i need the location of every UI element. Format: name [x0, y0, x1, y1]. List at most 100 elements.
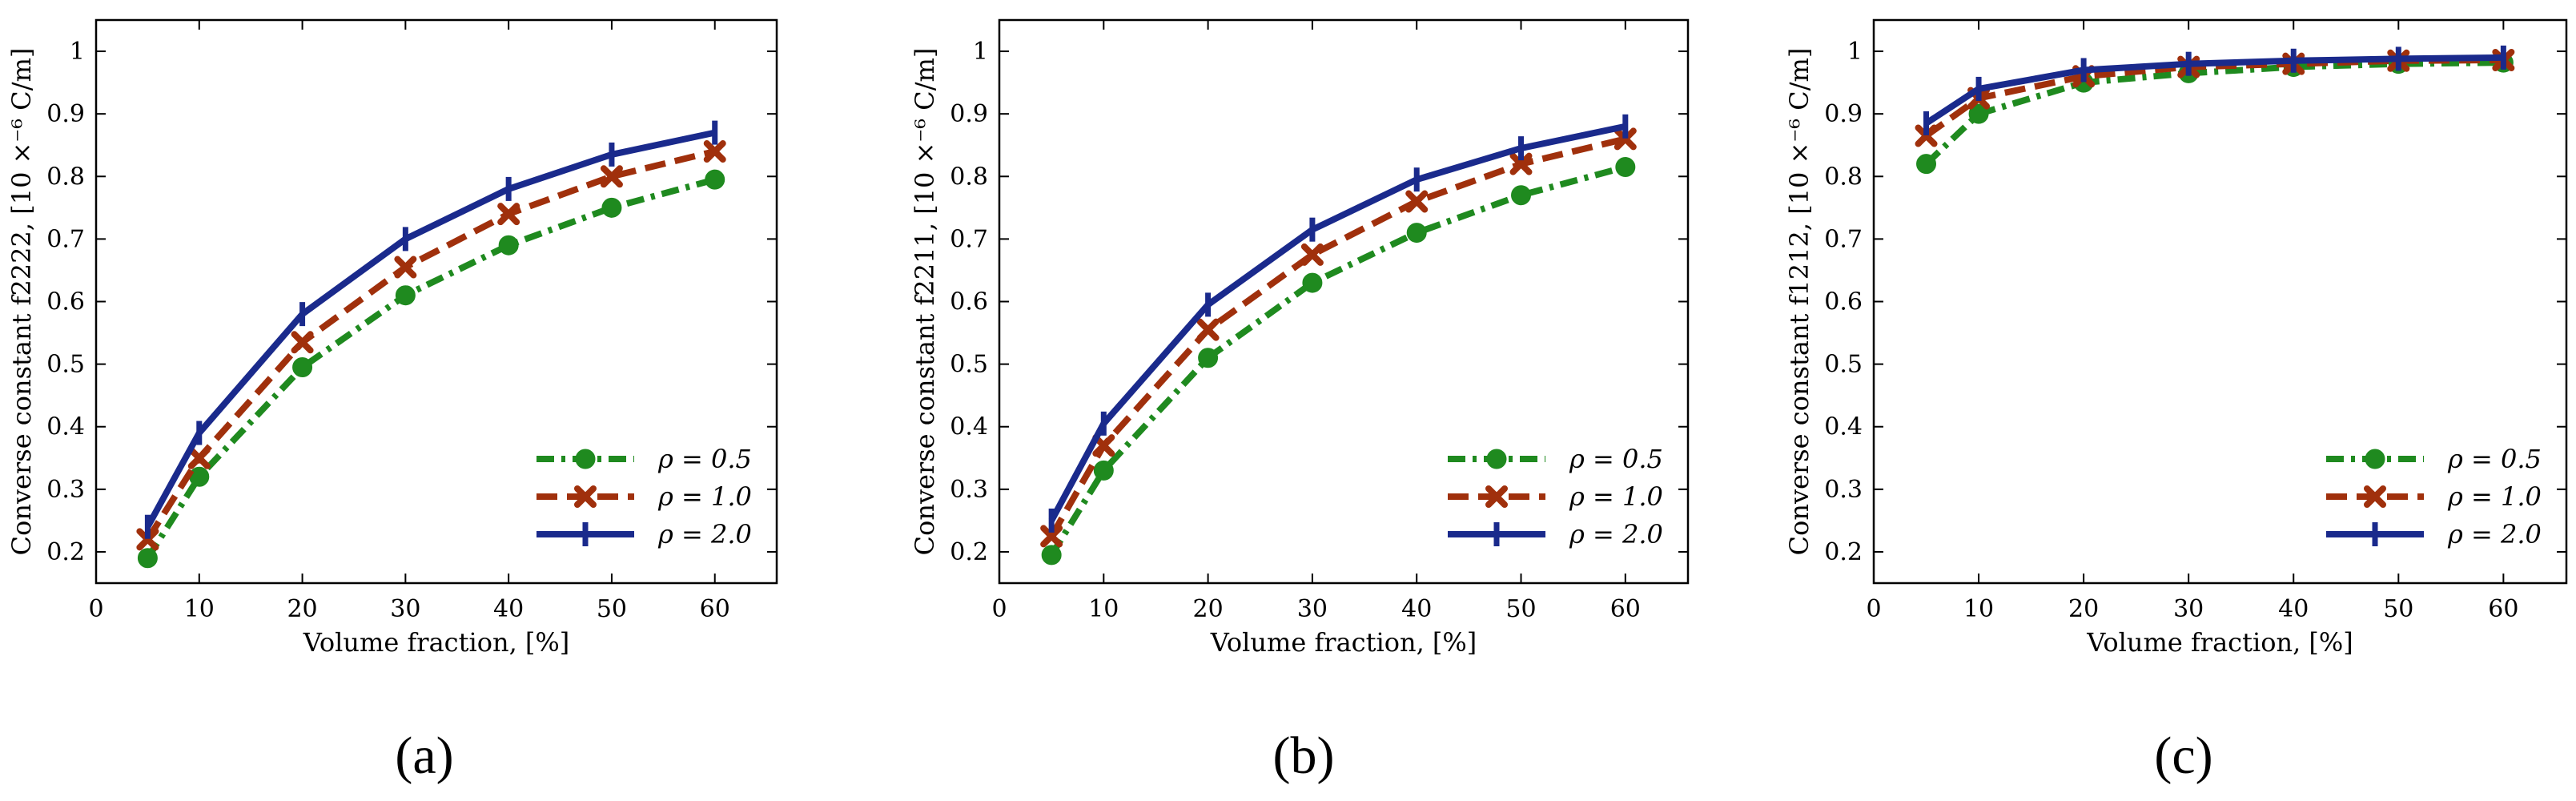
y-tick-label: 0.5 — [950, 351, 988, 379]
data-point-s2-3 — [291, 331, 314, 354]
x-tick-label: 20 — [287, 595, 317, 623]
legend-marker-2-stroke-b — [574, 485, 597, 508]
x-tick-label: 50 — [1505, 595, 1536, 623]
data-point-s1-3 — [292, 357, 313, 378]
data-point-s1-4 — [395, 285, 416, 306]
x-axis-label: Volume fraction, [%] — [1210, 627, 1477, 658]
y-tick-label: 0.5 — [1824, 351, 1863, 379]
y-tick-label: 0.3 — [1824, 476, 1863, 504]
data-point-s1-1 — [1041, 545, 1062, 566]
y-tick-label: 0.2 — [46, 538, 85, 566]
data-point-s2-2-stroke-b — [1092, 434, 1115, 457]
legend-marker-1 — [1486, 449, 1507, 469]
data-point-s1-4 — [1302, 272, 1323, 293]
legend-label-1: ρ = 0.5 — [657, 444, 752, 474]
data-point-s2-4 — [394, 256, 417, 279]
series-line-3 — [1048, 123, 1626, 522]
legend-label-3: ρ = 2.0 — [657, 519, 752, 549]
y-tick-label: 1 — [973, 38, 988, 66]
data-point-s2-7-stroke-b — [1614, 127, 1637, 151]
data-point-s1-7 — [705, 169, 725, 190]
data-point-s1-2 — [189, 466, 210, 487]
data-point-s2-1-stroke-b — [136, 528, 159, 551]
data-point-s2-6-stroke-b — [600, 165, 623, 188]
y-tick-label: 0.7 — [1824, 225, 1863, 253]
x-tick-label: 20 — [1193, 595, 1224, 623]
data-point-s2-3-stroke-b — [1196, 318, 1220, 341]
legend-label-2: ρ = 1.0 — [2447, 481, 2542, 512]
data-point-s1-3 — [1198, 348, 1219, 368]
data-point-s2-2-stroke-b — [187, 446, 211, 469]
series-line-3 — [144, 129, 716, 529]
y-tick-label: 0.2 — [1824, 538, 1863, 566]
y-tick-label: 0.8 — [46, 163, 85, 191]
series-line-2 — [1048, 135, 1626, 538]
y-tick-label: 0.8 — [1824, 163, 1863, 191]
y-tick-label: 0.7 — [950, 225, 988, 253]
y-tick-label: 0.4 — [1824, 413, 1863, 441]
legend-label-3: ρ = 2.0 — [2447, 519, 2542, 549]
data-point-s1-2 — [1093, 460, 1114, 481]
x-tick-label: 10 — [1088, 595, 1119, 623]
data-point-s2-3 — [1196, 318, 1220, 341]
data-point-s1-6 — [1511, 185, 1532, 206]
y-tick-label: 0.2 — [950, 538, 988, 566]
x-tick-label: 50 — [597, 595, 627, 623]
series-line-1 — [145, 176, 716, 560]
data-point-s2-6 — [1509, 152, 1533, 175]
y-axis-label: Converse constant f2222, [10 ×⁻⁶ C/m] — [6, 48, 37, 556]
chart-panel-2: 0 10 20 30 40 50 60 0.2 0.3 0.4 0.5 0.6 0.7 0.8 0.9 1 Vo… — [910, 18, 1690, 785]
y-tick-label: 0.4 — [46, 413, 85, 441]
legend-label-3: ρ = 2.0 — [1569, 519, 1663, 549]
legend-marker-2 — [2364, 485, 2386, 508]
x-tick-label: 40 — [1401, 595, 1432, 623]
chart-panel-1: 0 10 20 30 40 50 60 0.2 0.3 0.4 0.5 0.6 0.7 0.8 0.9 1 Vo… — [6, 18, 778, 785]
y-tick-label: 0.6 — [46, 288, 85, 316]
x-tick-label: 40 — [493, 595, 524, 623]
legend-label-2: ρ = 1.0 — [1569, 481, 1663, 512]
data-point-s2-5-stroke-b — [497, 203, 520, 226]
data-point-s1-1 — [1916, 154, 1937, 175]
legend-marker-2-stroke-b — [2364, 485, 2386, 508]
data-point-s1-6 — [601, 197, 622, 218]
legend: ρ = 0.5 ρ = 1.0 ρ = 2.0 — [2326, 444, 2542, 549]
data-point-s2-1-stroke-b — [1040, 525, 1063, 548]
data-point-s2-1 — [1040, 525, 1063, 548]
y-tick-label: 0.3 — [950, 476, 988, 504]
y-tick-label: 1 — [1847, 38, 1863, 66]
y-axis-label: Converse constant f2211, [10 ×⁻⁶ C/m] — [910, 48, 940, 556]
y-tick-label: 0.5 — [46, 351, 85, 379]
x-tick-label: 40 — [2278, 595, 2309, 623]
y-tick-label: 0.9 — [46, 100, 85, 128]
data-point-s2-6 — [600, 165, 623, 188]
x-tick-label: 30 — [2173, 595, 2204, 623]
x-tick-label: 0 — [991, 595, 1007, 623]
y-tick-label: 0.6 — [950, 288, 988, 316]
y-tick-label: 1 — [70, 38, 85, 66]
panel-label: (a) — [395, 727, 453, 785]
legend: ρ = 0.5 ρ = 1.0 ρ = 2.0 — [1448, 444, 1663, 549]
legend: ρ = 0.5 ρ = 1.0 ρ = 2.0 — [536, 444, 752, 549]
y-tick-label: 0.3 — [46, 476, 85, 504]
x-tick-label: 10 — [184, 595, 215, 623]
y-tick-label: 0.7 — [46, 225, 85, 253]
data-point-s2-4-stroke-b — [1300, 243, 1324, 266]
x-axis-label: Volume fraction, [%] — [2086, 627, 2353, 658]
data-point-s2-7 — [703, 140, 726, 163]
data-point-s2-1-stroke-b — [1915, 124, 1938, 147]
x-tick-label: 0 — [1866, 595, 1881, 623]
y-tick-label: 0.9 — [1824, 100, 1863, 128]
series-line-2 — [145, 148, 716, 541]
data-point-s2-4-stroke-b — [394, 256, 417, 279]
y-axis-label: Converse constant f1212, [10 ×⁻⁶ C/m] — [1784, 48, 1814, 556]
legend-marker-1 — [575, 449, 596, 469]
data-point-s2-6-stroke-b — [1509, 152, 1533, 175]
x-tick-label: 20 — [2068, 595, 2099, 623]
legend-marker-2 — [1485, 485, 1508, 508]
data-point-s2-5 — [497, 203, 520, 226]
x-tick-label: 60 — [2488, 595, 2518, 623]
data-point-s1-1 — [137, 548, 158, 569]
data-point-s2-2 — [187, 446, 211, 469]
data-point-s2-3-stroke-b — [291, 331, 314, 354]
